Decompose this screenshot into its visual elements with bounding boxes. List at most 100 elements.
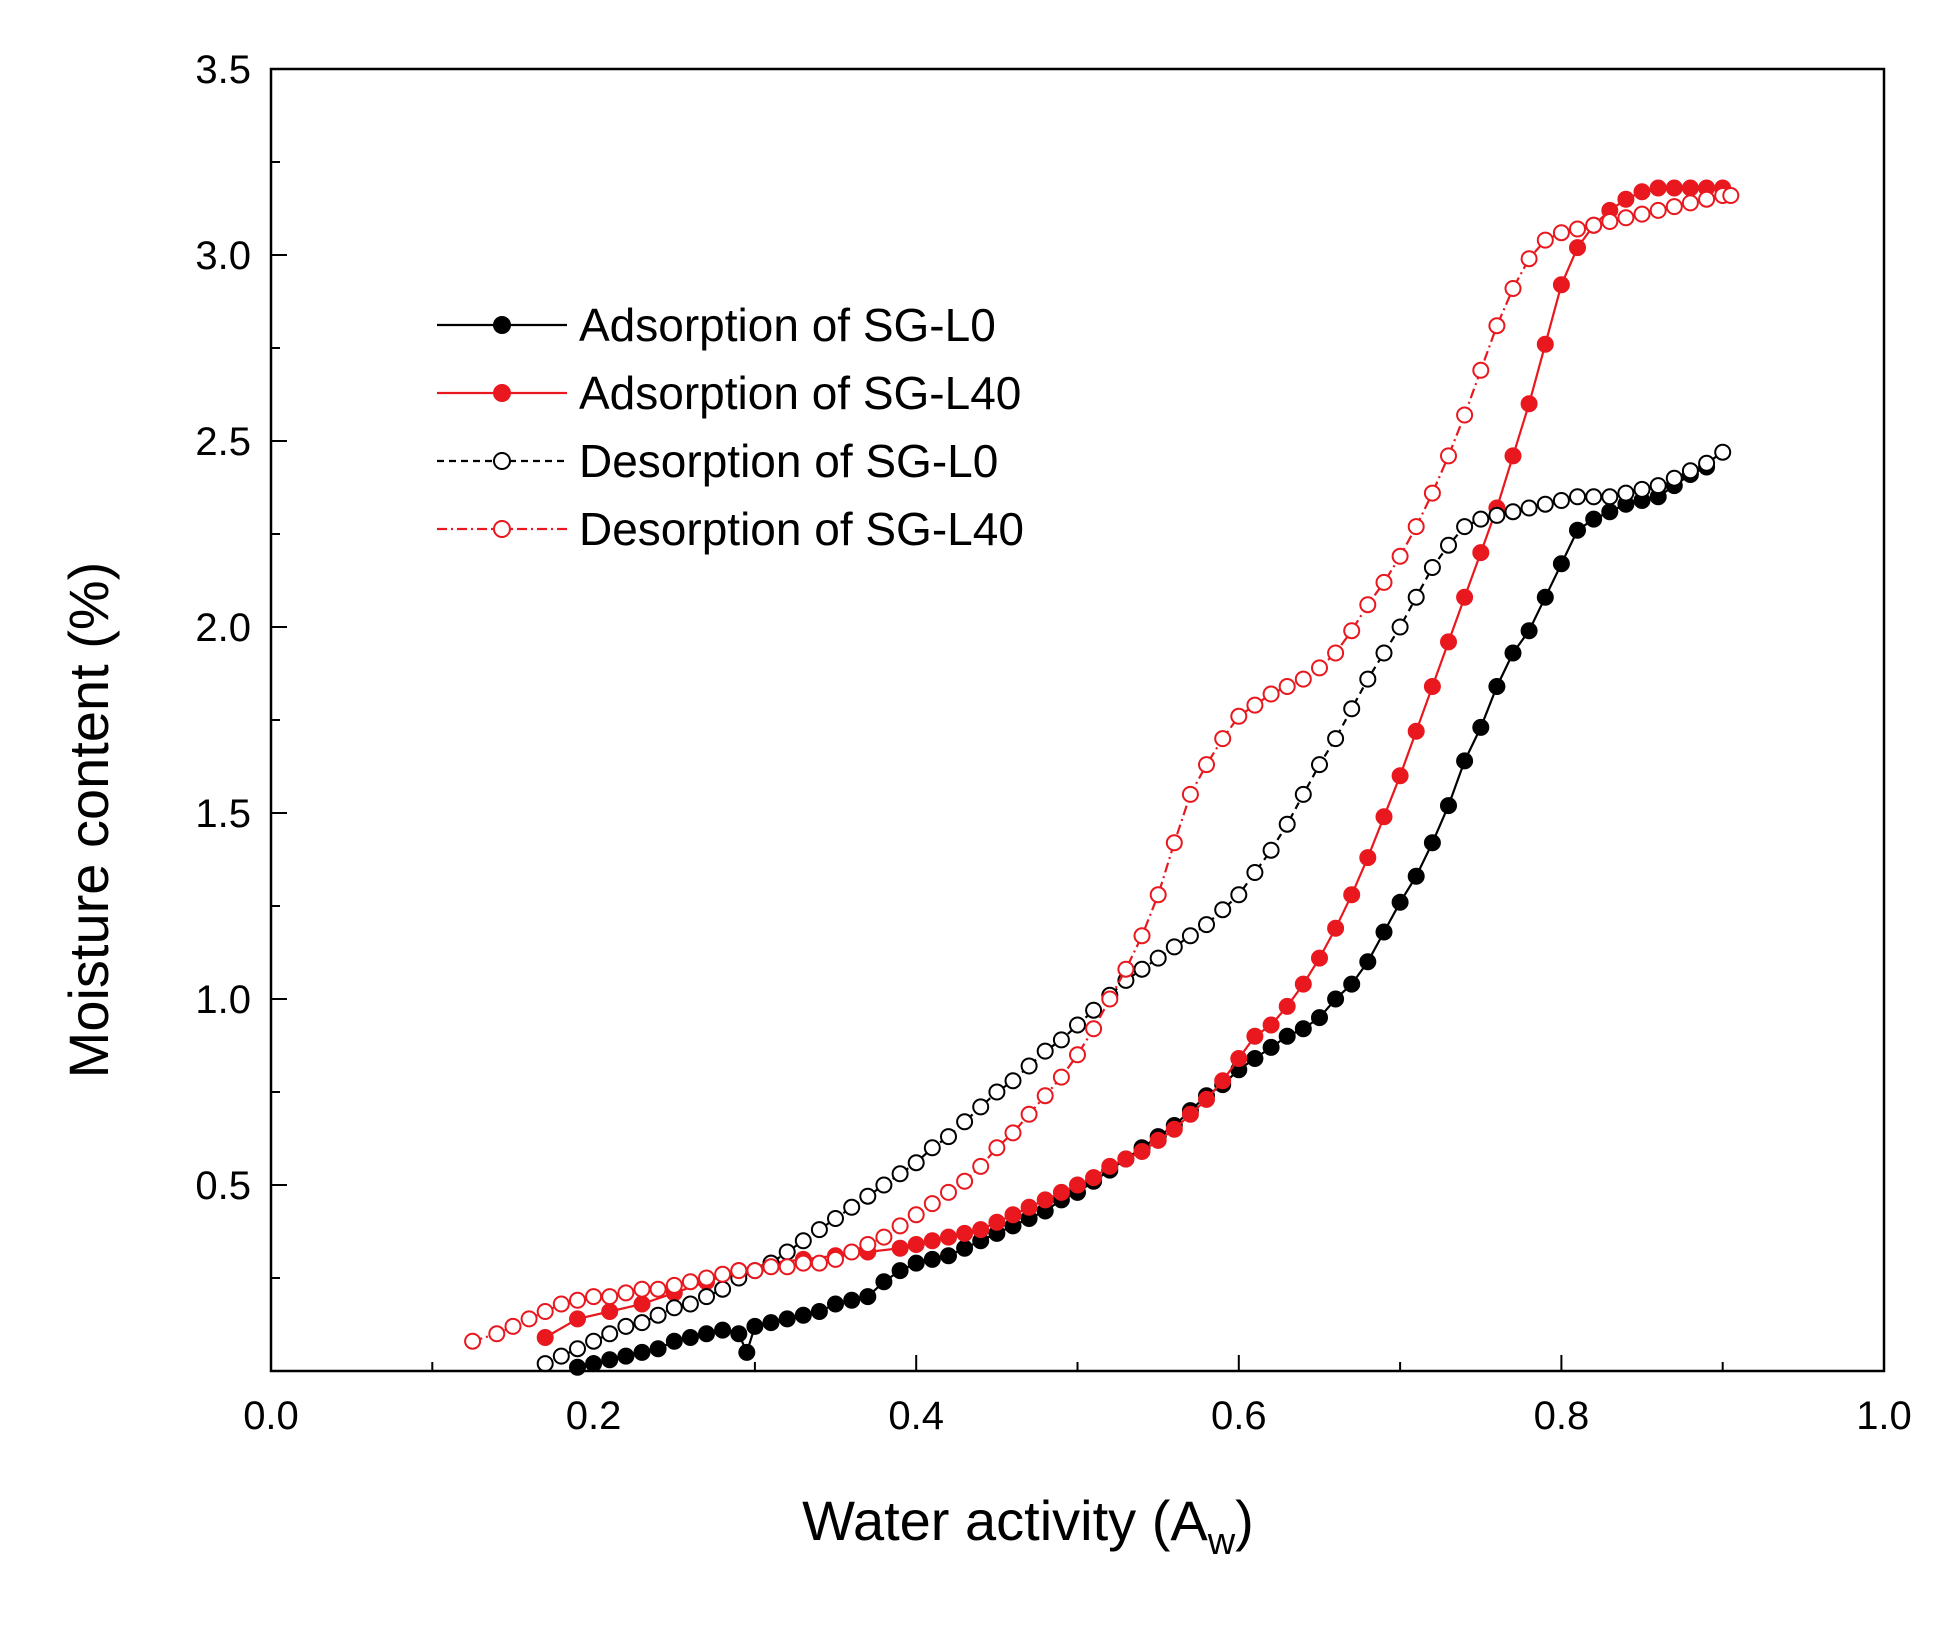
data-point bbox=[972, 1157, 990, 1175]
data-point bbox=[1569, 521, 1586, 539]
data-point bbox=[1133, 1143, 1151, 1160]
data-point bbox=[1117, 960, 1135, 978]
data-point bbox=[940, 1247, 957, 1265]
data-point bbox=[1343, 700, 1361, 718]
data-point bbox=[1665, 198, 1683, 216]
legend-label-0: Adsorption of SG-L0 bbox=[579, 299, 996, 351]
y-tick-label: 3.0 bbox=[195, 234, 251, 278]
data-point bbox=[1407, 867, 1425, 885]
data-point bbox=[1262, 841, 1280, 859]
data-point bbox=[1633, 205, 1651, 223]
data-point bbox=[1520, 250, 1538, 268]
x-axis-title-subscript: w bbox=[1207, 1521, 1236, 1563]
data-point bbox=[1214, 730, 1232, 748]
data-point bbox=[923, 1139, 941, 1157]
data-point bbox=[1214, 1072, 1232, 1090]
data-point bbox=[1569, 239, 1586, 257]
data-point bbox=[1311, 659, 1328, 677]
data-point bbox=[730, 1325, 748, 1343]
data-point bbox=[1230, 1050, 1248, 1067]
data-point bbox=[1520, 499, 1538, 517]
data-point bbox=[488, 1325, 506, 1343]
data-point bbox=[698, 1325, 715, 1343]
data-point bbox=[843, 1291, 861, 1309]
data-point bbox=[1569, 488, 1586, 506]
data-point bbox=[698, 1288, 715, 1306]
data-point bbox=[1504, 644, 1522, 662]
data-point bbox=[552, 1295, 570, 1313]
data-point bbox=[843, 1198, 861, 1216]
data-point bbox=[714, 1280, 732, 1298]
data-point bbox=[1278, 815, 1296, 833]
data-point bbox=[504, 1317, 522, 1335]
data-point bbox=[1617, 484, 1635, 502]
data-point bbox=[1569, 220, 1586, 238]
data-point bbox=[778, 1243, 796, 1261]
data-point bbox=[1472, 510, 1490, 528]
data-point bbox=[665, 1332, 683, 1350]
data-point bbox=[746, 1262, 764, 1280]
data-point bbox=[1714, 443, 1732, 461]
x-tick-label: 0.2 bbox=[566, 1394, 622, 1438]
legend-label-3: Desorption of SG-L40 bbox=[579, 503, 1024, 555]
data-point bbox=[940, 1128, 957, 1146]
x-tick-label: 1.0 bbox=[1856, 1394, 1912, 1438]
data-point bbox=[1230, 886, 1248, 904]
data-point bbox=[891, 1217, 909, 1235]
data-point bbox=[972, 1221, 990, 1239]
data-point bbox=[1294, 1020, 1312, 1038]
data-point bbox=[1407, 722, 1425, 740]
data-point bbox=[681, 1329, 699, 1346]
data-point bbox=[1181, 1105, 1199, 1123]
y-tick-label: 3.5 bbox=[195, 48, 251, 92]
data-point bbox=[1552, 555, 1570, 573]
data-point bbox=[794, 1306, 812, 1324]
x-tick-label: 0.0 bbox=[243, 1394, 299, 1438]
y-axis-title: Moisture content (%) bbox=[57, 562, 120, 1079]
series-line-1 bbox=[544, 186, 1723, 1339]
data-point bbox=[1069, 1046, 1086, 1064]
data-point bbox=[762, 1314, 780, 1332]
data-point bbox=[1375, 923, 1393, 941]
data-point bbox=[1198, 1090, 1215, 1108]
data-point bbox=[1552, 276, 1570, 294]
y-tick-label: 1.5 bbox=[195, 792, 251, 836]
data-point bbox=[649, 1340, 667, 1358]
data-point bbox=[940, 1228, 957, 1246]
data-point bbox=[762, 1258, 780, 1276]
data-point bbox=[988, 1213, 1006, 1231]
data-point bbox=[1020, 1057, 1038, 1075]
data-point bbox=[891, 1239, 909, 1257]
data-point bbox=[1504, 447, 1522, 465]
data-point bbox=[746, 1317, 764, 1335]
data-point bbox=[1069, 1176, 1086, 1194]
data-point bbox=[1343, 622, 1361, 640]
data-point bbox=[569, 1358, 586, 1376]
data-point bbox=[1520, 395, 1538, 413]
data-point bbox=[1488, 317, 1506, 335]
y-tick-label: 1.0 bbox=[195, 978, 251, 1022]
data-point bbox=[1520, 622, 1538, 640]
data-point bbox=[1375, 644, 1393, 662]
data-point bbox=[1472, 361, 1490, 379]
data-point bbox=[633, 1280, 651, 1298]
data-point bbox=[1698, 454, 1716, 472]
data-point bbox=[827, 1250, 844, 1268]
data-point bbox=[1633, 183, 1651, 201]
data-point bbox=[956, 1224, 974, 1242]
axes-layer: 0.0 0.2 0.4 0.6 0.8 1.0 0.5 1.0 1.5 2.0 2.5 3.0 3.5 bbox=[195, 48, 1911, 1438]
data-point bbox=[1165, 834, 1183, 852]
data-point bbox=[1423, 678, 1441, 695]
data-point bbox=[1052, 1183, 1070, 1201]
data-point bbox=[681, 1295, 699, 1313]
data-point bbox=[907, 1236, 925, 1253]
data-point bbox=[601, 1351, 619, 1369]
data-point bbox=[698, 1269, 715, 1287]
data-point bbox=[859, 1288, 877, 1306]
data-point bbox=[810, 1303, 828, 1320]
data-point bbox=[1536, 495, 1554, 513]
legend-marker-2 bbox=[493, 452, 511, 470]
data-point bbox=[1585, 510, 1603, 528]
data-point bbox=[1149, 886, 1167, 904]
data-point bbox=[1665, 179, 1683, 197]
